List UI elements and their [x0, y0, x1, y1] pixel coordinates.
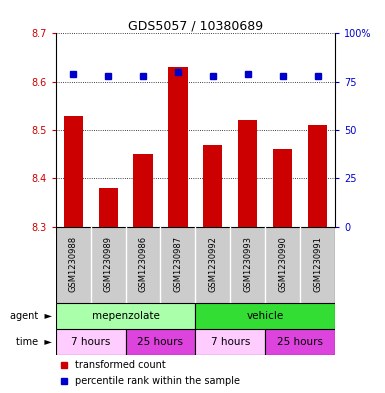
Bar [134, 154, 152, 227]
Title: GDS5057 / 10380689: GDS5057 / 10380689 [128, 19, 263, 32]
Text: GSM1230986: GSM1230986 [139, 236, 147, 292]
Text: 7 hours: 7 hours [211, 337, 250, 347]
Text: 25 hours: 25 hours [137, 337, 184, 347]
Bar [56, 329, 126, 355]
Bar [308, 125, 327, 227]
Text: 7 hours: 7 hours [71, 337, 110, 347]
Bar [64, 116, 83, 227]
Text: agent  ►: agent ► [10, 311, 52, 321]
Text: GSM1230993: GSM1230993 [243, 236, 252, 292]
Text: GSM1230990: GSM1230990 [278, 236, 287, 292]
Bar [265, 329, 335, 355]
Text: GSM1230992: GSM1230992 [208, 236, 218, 292]
Text: percentile rank within the sample: percentile rank within the sample [75, 376, 240, 386]
Text: GSM1230989: GSM1230989 [104, 236, 113, 292]
Bar [273, 149, 292, 227]
Text: GSM1230988: GSM1230988 [69, 236, 78, 292]
Bar [168, 67, 187, 227]
Text: 25 hours: 25 hours [277, 337, 323, 347]
Text: mepenzolate: mepenzolate [92, 311, 159, 321]
Bar [195, 303, 335, 329]
Bar [56, 303, 195, 329]
Bar [238, 120, 257, 227]
Text: time  ►: time ► [16, 337, 52, 347]
Bar [126, 329, 195, 355]
Bar [203, 145, 223, 227]
Bar [195, 329, 265, 355]
Text: GSM1230991: GSM1230991 [313, 236, 322, 292]
Text: transformed count: transformed count [75, 360, 166, 370]
Text: vehicle: vehicle [246, 311, 284, 321]
Text: GSM1230987: GSM1230987 [173, 236, 182, 292]
Bar [99, 188, 118, 227]
